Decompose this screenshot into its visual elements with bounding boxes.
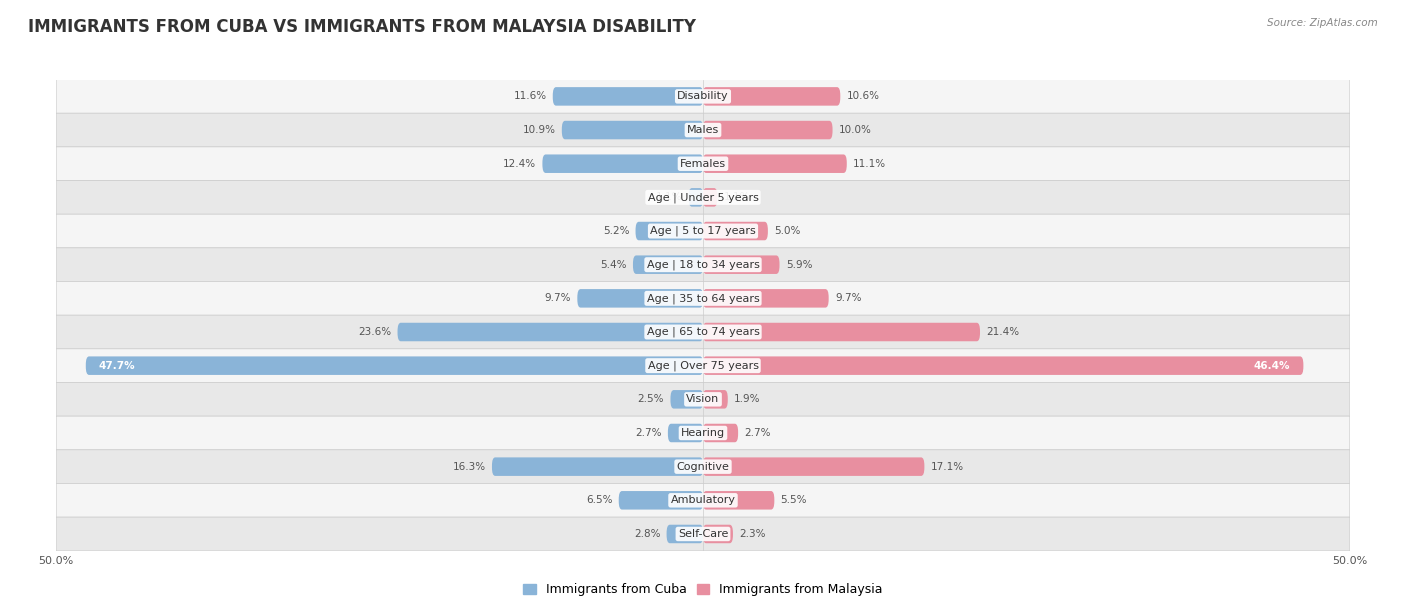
- Text: 10.9%: 10.9%: [523, 125, 555, 135]
- Text: 10.6%: 10.6%: [846, 91, 880, 102]
- Text: 11.6%: 11.6%: [513, 91, 547, 102]
- Text: Age | 35 to 64 years: Age | 35 to 64 years: [647, 293, 759, 304]
- Text: 5.2%: 5.2%: [603, 226, 630, 236]
- Text: 10.0%: 10.0%: [839, 125, 872, 135]
- FancyBboxPatch shape: [703, 289, 828, 308]
- FancyBboxPatch shape: [671, 390, 703, 409]
- FancyBboxPatch shape: [56, 416, 1350, 450]
- FancyBboxPatch shape: [703, 255, 779, 274]
- FancyBboxPatch shape: [56, 80, 1350, 113]
- FancyBboxPatch shape: [703, 424, 738, 442]
- FancyBboxPatch shape: [56, 517, 1350, 551]
- FancyBboxPatch shape: [56, 315, 1350, 349]
- Text: 2.5%: 2.5%: [638, 394, 664, 405]
- FancyBboxPatch shape: [703, 356, 1303, 375]
- Text: Age | Under 5 years: Age | Under 5 years: [648, 192, 758, 203]
- Text: Hearing: Hearing: [681, 428, 725, 438]
- FancyBboxPatch shape: [56, 349, 1350, 382]
- FancyBboxPatch shape: [703, 457, 924, 476]
- FancyBboxPatch shape: [56, 214, 1350, 248]
- Text: Age | 18 to 34 years: Age | 18 to 34 years: [647, 259, 759, 270]
- Text: Age | Over 75 years: Age | Over 75 years: [648, 360, 758, 371]
- Text: Females: Females: [681, 159, 725, 169]
- FancyBboxPatch shape: [636, 222, 703, 241]
- FancyBboxPatch shape: [56, 483, 1350, 517]
- Text: Males: Males: [688, 125, 718, 135]
- FancyBboxPatch shape: [703, 87, 841, 106]
- Text: Self-Care: Self-Care: [678, 529, 728, 539]
- FancyBboxPatch shape: [398, 323, 703, 341]
- Text: 2.3%: 2.3%: [740, 529, 766, 539]
- Text: Age | 5 to 17 years: Age | 5 to 17 years: [650, 226, 756, 236]
- Text: 9.7%: 9.7%: [835, 293, 862, 304]
- Text: 47.7%: 47.7%: [98, 360, 135, 371]
- FancyBboxPatch shape: [56, 181, 1350, 214]
- FancyBboxPatch shape: [56, 282, 1350, 315]
- Text: 1.9%: 1.9%: [734, 394, 761, 405]
- Text: IMMIGRANTS FROM CUBA VS IMMIGRANTS FROM MALAYSIA DISABILITY: IMMIGRANTS FROM CUBA VS IMMIGRANTS FROM …: [28, 18, 696, 36]
- Text: 6.5%: 6.5%: [586, 495, 613, 506]
- Text: 17.1%: 17.1%: [931, 461, 963, 472]
- FancyBboxPatch shape: [56, 147, 1350, 181]
- Text: 12.4%: 12.4%: [503, 159, 536, 169]
- FancyBboxPatch shape: [666, 524, 703, 543]
- FancyBboxPatch shape: [703, 222, 768, 241]
- FancyBboxPatch shape: [703, 390, 728, 409]
- FancyBboxPatch shape: [703, 524, 733, 543]
- Text: Vision: Vision: [686, 394, 720, 405]
- Text: 5.9%: 5.9%: [786, 259, 813, 270]
- FancyBboxPatch shape: [689, 188, 703, 207]
- Text: Source: ZipAtlas.com: Source: ZipAtlas.com: [1267, 18, 1378, 28]
- FancyBboxPatch shape: [619, 491, 703, 510]
- Text: 5.4%: 5.4%: [600, 259, 627, 270]
- Text: Ambulatory: Ambulatory: [671, 495, 735, 506]
- Text: 16.3%: 16.3%: [453, 461, 485, 472]
- Text: 2.8%: 2.8%: [634, 529, 661, 539]
- Text: 9.7%: 9.7%: [544, 293, 571, 304]
- Text: 46.4%: 46.4%: [1254, 360, 1291, 371]
- Text: 21.4%: 21.4%: [986, 327, 1019, 337]
- FancyBboxPatch shape: [703, 154, 846, 173]
- Text: 2.7%: 2.7%: [744, 428, 770, 438]
- Text: 5.5%: 5.5%: [780, 495, 807, 506]
- FancyBboxPatch shape: [703, 188, 717, 207]
- Text: 23.6%: 23.6%: [359, 327, 391, 337]
- Text: Disability: Disability: [678, 91, 728, 102]
- FancyBboxPatch shape: [553, 87, 703, 106]
- FancyBboxPatch shape: [56, 248, 1350, 282]
- FancyBboxPatch shape: [703, 323, 980, 341]
- Legend: Immigrants from Cuba, Immigrants from Malaysia: Immigrants from Cuba, Immigrants from Ma…: [519, 578, 887, 601]
- Text: 11.1%: 11.1%: [853, 159, 886, 169]
- FancyBboxPatch shape: [633, 255, 703, 274]
- FancyBboxPatch shape: [562, 121, 703, 140]
- FancyBboxPatch shape: [56, 382, 1350, 416]
- FancyBboxPatch shape: [703, 491, 775, 510]
- FancyBboxPatch shape: [56, 450, 1350, 483]
- FancyBboxPatch shape: [668, 424, 703, 442]
- FancyBboxPatch shape: [543, 154, 703, 173]
- Text: 1.1%: 1.1%: [655, 192, 682, 203]
- FancyBboxPatch shape: [56, 113, 1350, 147]
- Text: Cognitive: Cognitive: [676, 461, 730, 472]
- Text: 2.7%: 2.7%: [636, 428, 662, 438]
- Text: 1.1%: 1.1%: [724, 192, 751, 203]
- Text: Age | 65 to 74 years: Age | 65 to 74 years: [647, 327, 759, 337]
- FancyBboxPatch shape: [86, 356, 703, 375]
- Text: 5.0%: 5.0%: [775, 226, 800, 236]
- FancyBboxPatch shape: [578, 289, 703, 308]
- FancyBboxPatch shape: [703, 121, 832, 140]
- FancyBboxPatch shape: [492, 457, 703, 476]
